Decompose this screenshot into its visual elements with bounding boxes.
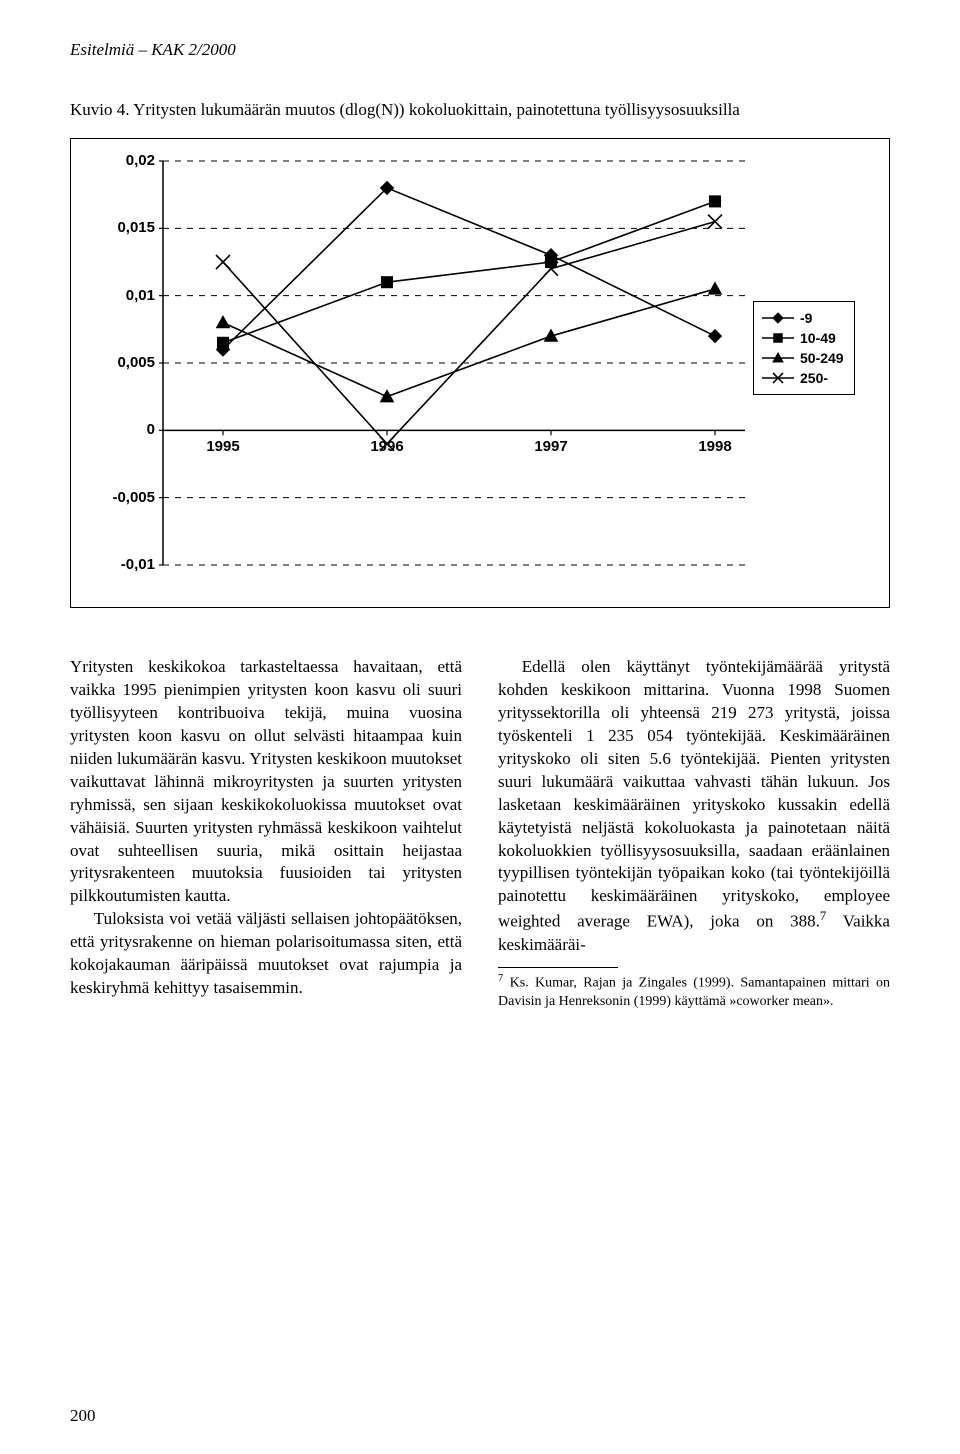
y-tick-label: 0,01 (95, 287, 155, 304)
legend-label: 10-49 (800, 330, 836, 346)
legend-swatch (762, 309, 794, 327)
legend-label: -9 (800, 310, 812, 326)
x-tick-label: 1995 (198, 438, 248, 455)
body-paragraph-3: Edellä olen käyttänyt työntekijämäärää y… (498, 656, 890, 957)
legend-item: 250- (762, 368, 844, 388)
y-tick-label: -0,005 (95, 489, 155, 506)
y-tick-label: 0,015 (95, 219, 155, 236)
legend-label: 250- (800, 370, 828, 386)
body-paragraph-2: Tuloksista voi vetää väljästi sellaisen … (70, 908, 462, 1000)
figure-caption: Kuvio 4. Yritysten lukumäärän muutos (dl… (70, 100, 890, 120)
y-tick-label: -0,01 (95, 556, 155, 573)
page-number: 200 (70, 1406, 96, 1426)
body-paragraph-1: Yritysten keskikokoa tarkasteltaessa hav… (70, 656, 462, 908)
running-head: Esitelmiä – KAK 2/2000 (70, 40, 890, 60)
legend-label: 50-249 (800, 350, 844, 366)
y-tick-label: 0,005 (95, 354, 155, 371)
footnote-7: 7 Ks. Kumar, Rajan ja Zingales (1999). S… (498, 972, 890, 1011)
chart-container: -9 10-49 50-249 250- 0,02 0,015 0,01 0,005 0 -0,… (70, 138, 890, 608)
legend-item: 10-49 (762, 328, 844, 348)
legend-swatch (762, 329, 794, 347)
x-tick-label: 1998 (690, 438, 740, 455)
footnote-text: Ks. Kumar, Rajan ja Zingales (1999). Sam… (498, 976, 890, 1009)
body-columns: Yritysten keskikokoa tarkasteltaessa hav… (70, 656, 890, 1011)
chart-legend: -9 10-49 50-249 250- (753, 301, 855, 395)
body-p3-text-a: Edellä olen käyttänyt työntekijämäärää y… (498, 657, 890, 931)
y-tick-label: 0,02 (95, 152, 155, 169)
legend-item: 50-249 (762, 348, 844, 368)
footnote-rule (498, 967, 618, 968)
x-tick-label: 1996 (362, 438, 412, 455)
legend-item: -9 (762, 308, 844, 328)
legend-swatch (762, 349, 794, 367)
chart-plot: -9 10-49 50-249 250- 0,02 0,015 0,01 0,005 0 -0,… (85, 153, 875, 593)
y-tick-label: 0 (95, 421, 155, 438)
legend-swatch (762, 369, 794, 387)
x-tick-label: 1997 (526, 438, 576, 455)
